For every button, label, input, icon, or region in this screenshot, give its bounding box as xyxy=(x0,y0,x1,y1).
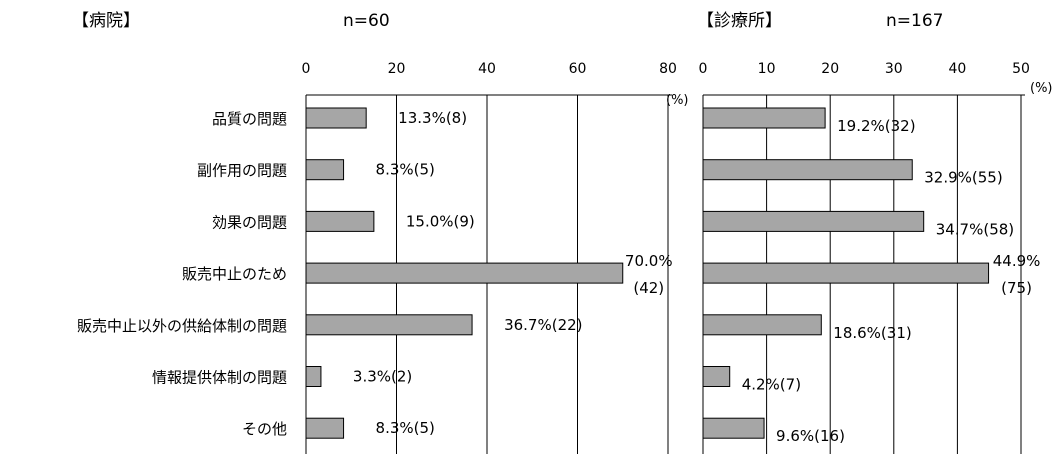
hospital-bar xyxy=(305,314,473,336)
hospital-bar xyxy=(305,366,322,387)
hospital-data-label-line: 70.0% xyxy=(625,252,673,270)
clinic-bar xyxy=(702,159,913,181)
clinic-data-label: 4.2%(7) xyxy=(742,376,801,394)
hospital-data-label: 8.3%(5) xyxy=(376,419,435,437)
clinic-data-label: 9.6%(16) xyxy=(776,427,845,445)
hospital-tick-label: 60 xyxy=(569,61,587,77)
clinic-tick-label: 50 xyxy=(1012,61,1030,77)
category-label: 販売中止以外の供給体制の問題 xyxy=(77,317,287,335)
category-label: 販売中止のため xyxy=(182,265,287,283)
category-label: その他 xyxy=(242,420,287,438)
hospital-data-label: 13.3%(8) xyxy=(398,109,467,127)
clinic-data-label-line: 44.9% xyxy=(993,252,1041,270)
hospital-sample-size: n=60 xyxy=(343,11,390,31)
category-label: 品質の問題 xyxy=(212,110,287,128)
category-label: 副作用の問題 xyxy=(197,162,287,180)
hospital-tick-label: 40 xyxy=(478,61,496,77)
category-label: 効果の問題 xyxy=(212,213,287,231)
category-label: 情報提供体制の問題 xyxy=(152,369,287,387)
clinic-bar xyxy=(702,366,731,387)
clinic-tick-label: 40 xyxy=(948,61,966,77)
hospital-tick-label: 0 xyxy=(302,61,311,77)
hospital-tick-label: 80 xyxy=(659,61,677,77)
clinic-data-label: 34.7%(58) xyxy=(936,220,1014,238)
hospital-bar xyxy=(305,417,345,439)
clinic-tick-label: 0 xyxy=(699,61,708,77)
hospital-data-label: 3.3%(2) xyxy=(353,368,412,386)
clinic-data-label: 44.9% (75) xyxy=(993,252,1041,297)
clinic-data-label: 32.9%(55) xyxy=(924,169,1002,187)
clinic-tick-label: 10 xyxy=(758,61,776,77)
clinic-data-label-line: (75) xyxy=(1001,279,1032,297)
clinic-chart-panel: 【診療所】 n=167 0 10 20 30 40 50(%) 19.2%(32) 32.9%(5… xyxy=(697,11,1053,454)
hospital-data-label: 8.3%(5) xyxy=(376,161,435,179)
clinic-sample-size: n=167 xyxy=(886,11,943,31)
hospital-chart-panel: 【病院】 n=60 0 20 40 60 80 (%) 13.3%(8) 8.3%(5) 15.0%… xyxy=(72,11,689,454)
clinic-data-label: 19.2%(32) xyxy=(837,117,915,135)
clinic-tick-label: 30 xyxy=(885,61,903,77)
hospital-data-label: 15.0%(9) xyxy=(406,212,475,230)
clinic-tick-label: 20 xyxy=(821,61,839,77)
clinic-bar xyxy=(702,107,826,129)
hospital-bar xyxy=(305,262,624,284)
clinic-unit-label: (%) xyxy=(1030,81,1053,96)
hospital-data-label-line: (42) xyxy=(633,279,664,297)
hospital-title: 【病院】 xyxy=(72,11,140,31)
hospital-data-label: 36.7%(22) xyxy=(504,316,582,334)
hospital-bar xyxy=(305,210,375,232)
hospital-bar xyxy=(305,159,345,181)
clinic-title: 【診療所】 xyxy=(697,11,782,31)
category-labels: 品質の問題副作用の問題効果の問題販売中止のため販売中止以外の供給体制の問題情報提… xyxy=(77,110,287,438)
hospital-data-label: 70.0% (42) xyxy=(625,252,673,297)
hospital-tick-label: 20 xyxy=(388,61,406,77)
clinic-data-label: 18.6%(31) xyxy=(833,324,911,342)
hospital-bar xyxy=(305,107,367,129)
hospital-unit-label: (%) xyxy=(666,93,689,108)
clinic-bar xyxy=(702,314,822,336)
clinic-bar xyxy=(702,262,990,284)
clinic-bar xyxy=(702,417,765,439)
clinic-bar xyxy=(702,210,925,232)
